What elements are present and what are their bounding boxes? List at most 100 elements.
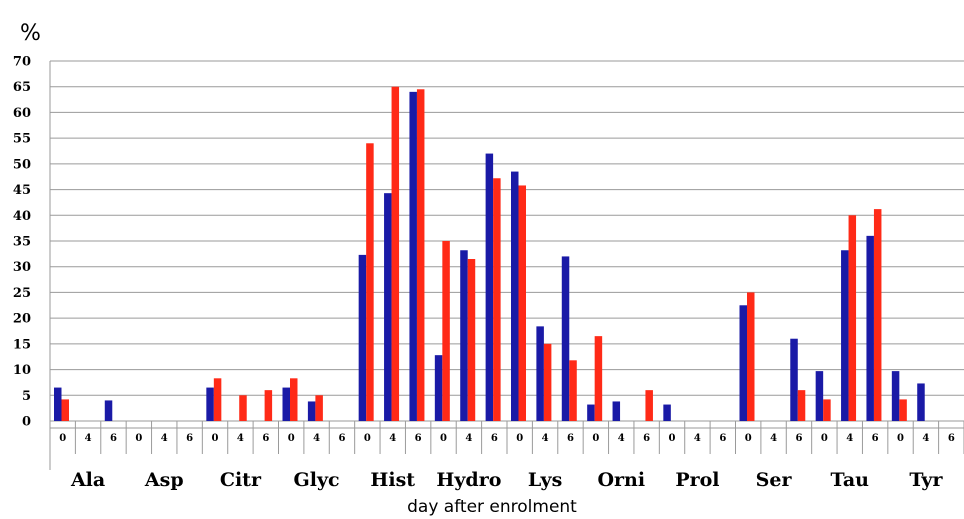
x-axis: 0 4 6 Ala 0 4 6 Asp 0 4 6 Citr 0 4 6 Glyc 0 4 6 Hist 0 4 6 Hydr… (49, 421, 964, 491)
x-tick-label: 4 (922, 433, 929, 444)
group-label: Prol (675, 469, 719, 491)
bar-blue (409, 91, 417, 421)
y-tick-label: 30 (13, 260, 31, 275)
bar-blue (841, 250, 849, 421)
x-tick-label: 0 (59, 433, 66, 444)
bar-blue (790, 338, 798, 421)
x-tick-label: 0 (516, 433, 523, 444)
bar-blue (739, 305, 747, 421)
bar-blue (485, 153, 494, 422)
bar-blue (536, 326, 544, 421)
x-tick-label: 4 (389, 433, 396, 444)
y-tick-label: 0 (22, 415, 31, 430)
bar-blue (815, 371, 824, 421)
x-tick-label: 4 (161, 433, 168, 444)
bar-red (467, 259, 476, 421)
bar-blue (307, 401, 316, 421)
group-label: Orni (597, 469, 645, 491)
group-label: Glyc (294, 469, 340, 491)
bar-blue (511, 171, 519, 421)
x-tick-label: 0 (288, 433, 295, 444)
x-tick-label: 4 (465, 433, 472, 444)
group-label: Ser (756, 469, 793, 491)
bar-red (543, 343, 552, 421)
bar-red (594, 336, 603, 421)
bars (54, 86, 925, 422)
group-label: Ala (70, 469, 105, 491)
group-label: Hist (370, 469, 415, 491)
bar-red (823, 399, 831, 421)
x-tick-label: 0 (440, 433, 447, 444)
y-tick-label: 60 (13, 106, 31, 121)
y-tick-label: 10 (13, 363, 31, 378)
x-tick-label: 4 (694, 433, 701, 444)
bar-blue (384, 193, 392, 421)
x-tick-label: 6 (643, 433, 650, 444)
bar-blue (587, 404, 595, 421)
bar-red (366, 143, 374, 422)
y-tick-label: 40 (13, 209, 31, 224)
bar-red (213, 378, 222, 421)
y-tick-label: 35 (13, 235, 31, 250)
bar-red (899, 399, 907, 421)
bar-blue (460, 250, 468, 421)
x-tick-label: 6 (795, 433, 802, 444)
x-tick-label: 6 (491, 433, 498, 444)
bar-blue (206, 387, 214, 421)
x-tick-label: 4 (770, 433, 777, 444)
group-label: Tau (831, 469, 870, 491)
bar-blue (434, 355, 443, 421)
group-label: Lys (528, 469, 562, 491)
bar-red (848, 215, 857, 421)
x-tick-label: 4 (85, 433, 92, 444)
bar-red (569, 360, 577, 421)
x-tick-label: 4 (542, 433, 549, 444)
bar-red (645, 390, 653, 421)
y-tick-label: 45 (13, 183, 31, 198)
bar-red (747, 292, 755, 421)
x-tick-label: 0 (135, 433, 142, 444)
x-tick-label: 0 (745, 433, 752, 444)
x-tick-label: 0 (592, 433, 599, 444)
x-tick-label: 6 (338, 433, 345, 444)
bar-blue (358, 254, 367, 421)
group-label: Hydro (436, 469, 501, 491)
bar-red (61, 399, 69, 421)
x-tick-label: 4 (313, 433, 320, 444)
bar-red (873, 209, 882, 421)
x-tick-label: 0 (364, 433, 371, 444)
gridlines (49, 60, 964, 470)
bar-red (239, 395, 247, 421)
bar-blue (561, 256, 570, 421)
bar-red (290, 378, 298, 421)
x-tick-label: 6 (567, 433, 574, 444)
y-tick-label: 15 (13, 337, 31, 352)
bar-blue (54, 387, 62, 421)
x-tick-label: 0 (897, 433, 904, 444)
y-tick-label: 5 (22, 389, 31, 404)
bar-red (416, 89, 425, 422)
bar-red (493, 178, 501, 421)
bar-blue (917, 383, 925, 421)
x-tick-label: 4 (237, 433, 244, 444)
x-tick-label: 0 (212, 433, 219, 444)
y-tick-label: 20 (13, 312, 31, 327)
x-tick-label: 6 (262, 433, 269, 444)
group-label: Asp (144, 469, 184, 491)
y-tick-label: 55 (13, 132, 31, 147)
bar-red (391, 86, 400, 421)
bar-red (264, 390, 273, 421)
x-tick-label: 0 (669, 433, 676, 444)
bar-blue (891, 371, 900, 421)
bar-blue (282, 387, 290, 421)
x-tick-label: 6 (110, 433, 117, 444)
bar-blue (612, 401, 621, 421)
x-tick-label: 4 (618, 433, 625, 444)
x-tick-label: 6 (415, 433, 422, 444)
y-tick-labels: 0 5 10 15 20 25 30 35 40 45 50 55 60 65 70 (13, 55, 31, 430)
bar-red (442, 241, 450, 421)
y-tick-label: 70 (13, 55, 31, 70)
x-tick-label: 4 (846, 433, 853, 444)
bar-red (315, 395, 323, 421)
